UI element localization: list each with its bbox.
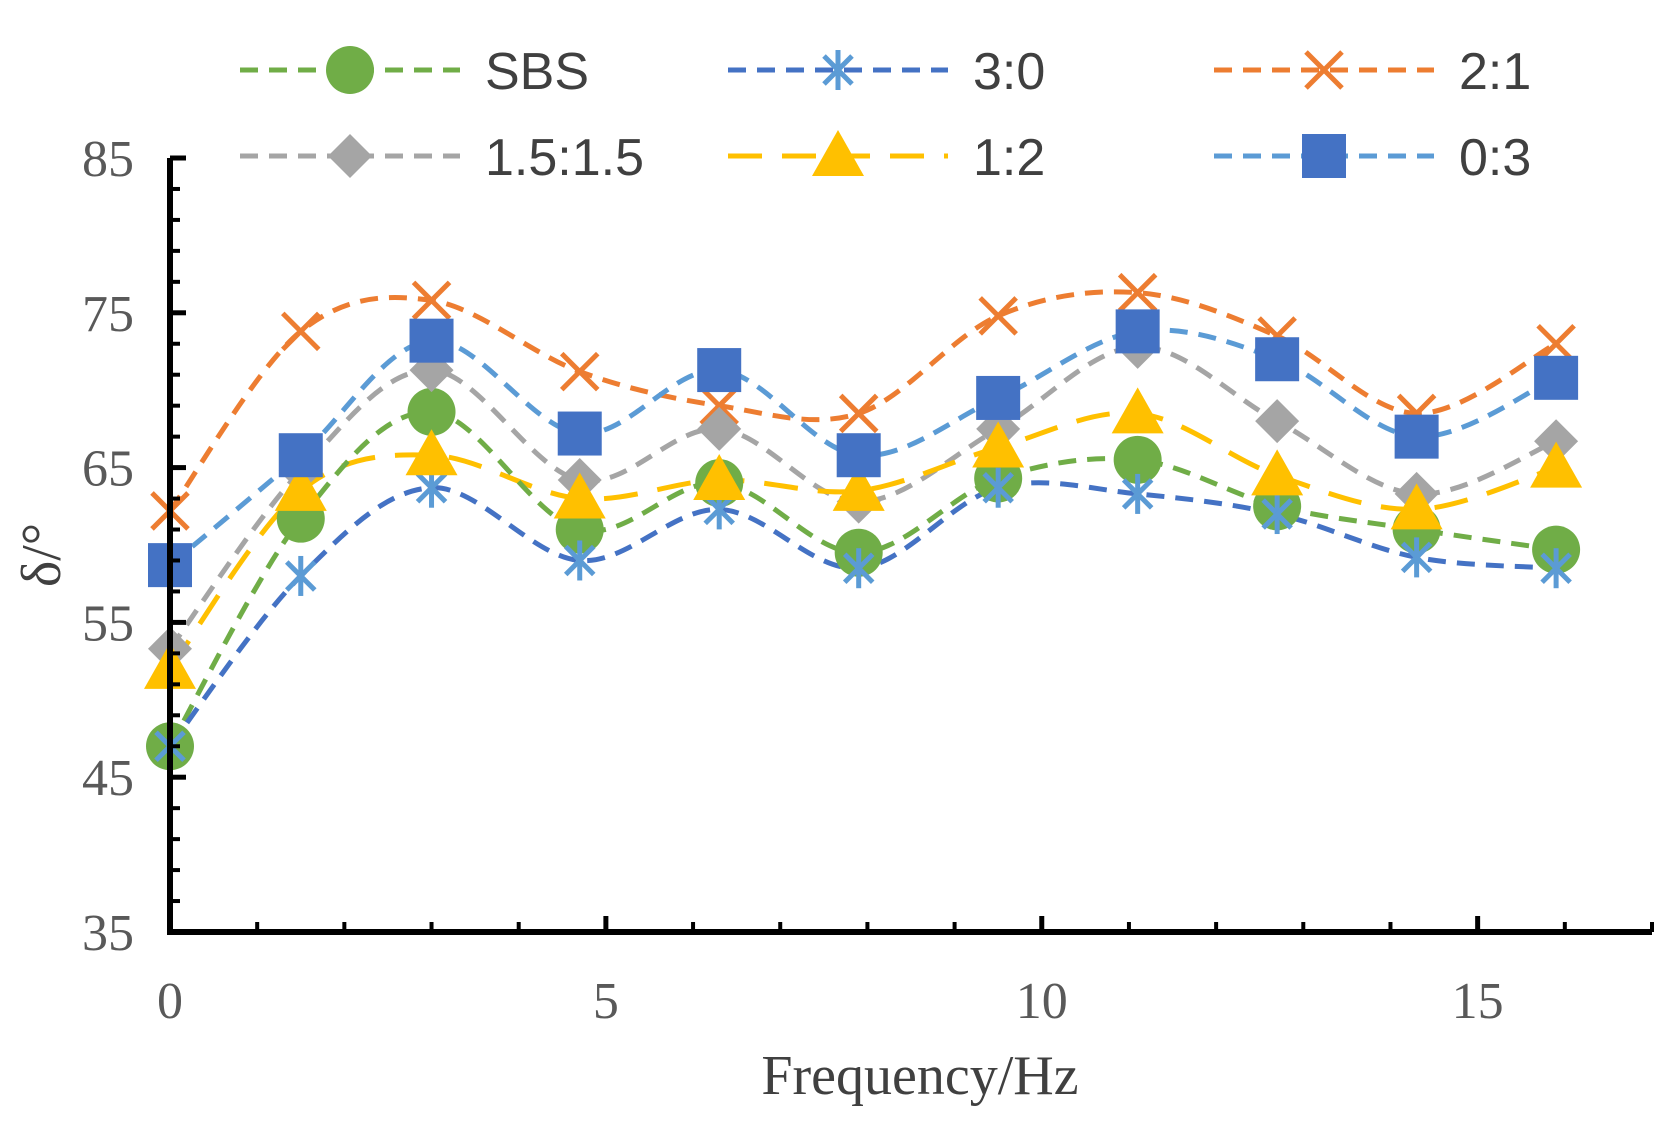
legend-label: 2:1 [1459,43,1531,101]
data-point-3:0 [982,467,1014,508]
data-point-2:1 [978,296,1018,336]
legend-label: 1.5:1.5 [485,129,644,187]
series-markers-0:3 [148,309,1579,588]
series-line-1.5:1.5 [167,344,1558,651]
data-point-1:2 [832,464,885,511]
data-point-1.5:1.5 [1255,399,1300,444]
data-point-3:0 [1540,548,1572,589]
series-line-3:0 [168,480,1557,748]
data-point-0:3 [836,433,881,478]
data-point-1:2 [1390,483,1443,530]
data-point-SBS [1113,435,1162,484]
data-point-3:0 [842,548,875,589]
data-point-0:3 [697,348,742,393]
data-point-2:1 [699,385,739,426]
data-point-1:2 [693,453,746,500]
x-axis-title: Frequency/Hz [761,1045,1078,1107]
data-point-3:0 [284,555,317,596]
data-point-1:2 [1251,449,1304,496]
data-point-1.5:1.5 [697,406,742,451]
series-markers-1:2 [144,387,1583,689]
legend-label: SBS [485,43,589,101]
legend: SBS 3:0 2:1 1.5:1.5 1:2 0:3 [240,43,1531,187]
data-point-2:1 [411,280,452,321]
legend-marker [812,130,864,176]
data-point-3:0 [1261,494,1293,535]
data-point-0:3 [1534,355,1579,400]
data-point-1:2 [274,464,327,511]
data-point-2:1 [1117,272,1158,313]
data-point-2:1 [1536,323,1576,364]
legend-entry-1.5:1.5: 1.5:1.5 [240,129,644,187]
data-point-1:2 [972,421,1025,468]
legend-label: 3:0 [973,43,1045,101]
legend-marker [822,50,854,90]
data-point-0:3 [1255,337,1300,382]
data-point-0:3 [278,433,323,478]
data-point-1:2 [1530,441,1583,488]
legend-entry-1:2: 1:2 [728,129,1045,187]
series-layer [144,272,1583,771]
data-point-0:3 [409,318,454,363]
data-point-2:1 [838,393,879,434]
y-tick-label: 75 [82,286,134,343]
legend-marker [1304,50,1344,90]
legend-entry-SBS: SBS [240,43,589,101]
data-point-2:1 [280,311,321,352]
data-point-2:1 [559,351,600,392]
x-tick-label: 10 [1016,973,1068,1030]
y-tick-label: 55 [82,595,134,652]
data-point-0:3 [557,411,602,456]
y-tick-label: 45 [82,750,134,807]
y-tick-label: 65 [82,441,134,498]
data-point-1:2 [1111,387,1164,434]
series-line-0:3 [168,327,1558,568]
data-point-0:3 [976,375,1021,420]
data-point-0:3 [1394,414,1439,459]
y-axis-title: δ/° [11,523,73,587]
legend-marker [328,134,372,178]
legend-marker [326,46,374,94]
legend-label: 1:2 [973,129,1045,187]
data-point-0:3 [1115,309,1160,354]
x-tick-label: 15 [1452,973,1504,1030]
data-point-1.5:1.5 [1534,419,1579,464]
axes: 35 45 55 65 75 85 0 5 10 15 [82,131,1654,1030]
data-point-3:0 [563,540,596,581]
legend-entry-3:0: 3:0 [728,43,1045,101]
data-point-3:0 [1400,537,1433,578]
x-tick-label: 0 [157,973,183,1030]
data-point-1:2 [553,472,606,519]
y-tick-label: 35 [82,905,134,962]
legend-marker [1302,134,1346,178]
data-point-3:0 [1121,473,1154,514]
legend-entry-0:3: 0:3 [1214,129,1531,187]
x-tick-label: 5 [593,973,619,1030]
legend-entry-2:1: 2:1 [1214,43,1531,101]
legend-label: 0:3 [1459,129,1531,187]
y-tick-label: 85 [82,131,134,188]
data-point-SBS [407,387,456,436]
data-point-1:2 [405,429,458,476]
